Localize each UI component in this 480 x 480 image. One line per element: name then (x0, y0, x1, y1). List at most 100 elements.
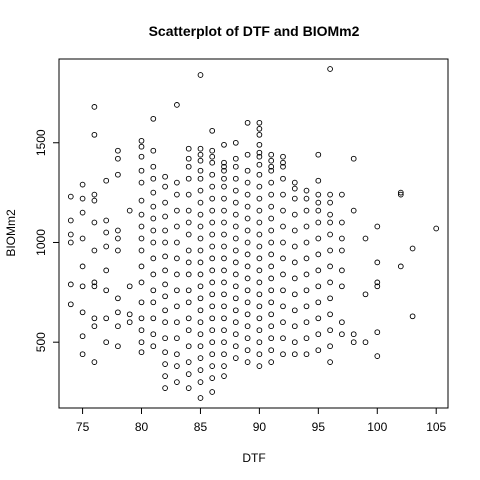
data-point (209, 207, 216, 214)
data-point (303, 255, 310, 262)
data-point (291, 351, 298, 358)
data-point (315, 191, 322, 198)
data-point (138, 153, 145, 160)
data-point (303, 287, 310, 294)
y-axis-label: BIOMm2 (4, 209, 18, 257)
data-point (350, 339, 357, 346)
data-point (268, 239, 275, 246)
data-point (115, 343, 121, 350)
data-point (244, 299, 251, 306)
data-point (374, 353, 381, 359)
data-point (174, 191, 180, 198)
data-point (91, 279, 98, 286)
data-point (232, 175, 239, 182)
data-point (150, 315, 157, 322)
data-point (221, 279, 227, 286)
data-point (315, 235, 322, 242)
data-point (232, 343, 239, 350)
data-point (244, 359, 251, 365)
data-point (91, 191, 98, 198)
data-point (244, 287, 251, 294)
data-point (268, 227, 275, 234)
data-point (409, 245, 416, 252)
data-point (150, 215, 157, 222)
data-point (232, 247, 239, 254)
data-point (174, 271, 180, 278)
data-point (232, 223, 239, 230)
data-point (268, 311, 275, 318)
data-point (221, 339, 227, 346)
data-point (232, 187, 239, 194)
data-point (339, 247, 345, 254)
data-point (256, 183, 263, 190)
data-point (197, 379, 204, 385)
data-point (256, 125, 263, 132)
data-point (185, 327, 192, 334)
data-point (350, 331, 357, 338)
data-point (303, 319, 310, 326)
data-point (197, 319, 204, 326)
data-point (256, 339, 263, 346)
data-point (115, 171, 121, 178)
data-point (185, 271, 192, 278)
data-point (291, 275, 298, 282)
data-point (244, 203, 251, 210)
data-point (221, 315, 227, 322)
data-point (221, 163, 227, 170)
data-point (209, 255, 216, 262)
data-point (268, 335, 275, 342)
data-point (256, 363, 263, 369)
data-point (244, 215, 251, 222)
data-point (185, 145, 192, 152)
data-point (221, 207, 227, 214)
data-point (150, 299, 157, 306)
data-point (221, 291, 227, 298)
x-axis-label: DTF (242, 451, 265, 465)
data-point (280, 223, 286, 230)
data-point (374, 329, 381, 336)
data-point (291, 211, 298, 218)
data-point (221, 267, 227, 274)
data-point (115, 247, 121, 254)
data-point (126, 207, 133, 214)
data-point (327, 247, 333, 254)
data-point (162, 173, 168, 180)
data-point (197, 295, 204, 302)
data-point (268, 251, 275, 258)
data-point (103, 177, 110, 184)
data-point (244, 275, 251, 282)
data-point (79, 235, 86, 242)
data-point (221, 243, 227, 250)
data-point (268, 275, 275, 282)
data-point (138, 299, 145, 306)
data-point (150, 343, 157, 350)
data-point (291, 307, 298, 314)
data-point (315, 347, 322, 354)
data-point (162, 239, 168, 246)
data-point (221, 303, 227, 310)
data-point (221, 159, 227, 166)
data-point (103, 229, 110, 236)
data-point (209, 159, 216, 166)
data-point (315, 199, 322, 206)
data-point (209, 147, 216, 154)
data-point (174, 223, 180, 230)
data-point (91, 359, 98, 365)
data-point (174, 287, 180, 294)
data-point (409, 313, 416, 320)
data-point (244, 227, 251, 234)
data-point (268, 151, 275, 158)
data-point (291, 179, 298, 186)
data-point (280, 239, 286, 246)
data-point (162, 349, 168, 356)
data-point (150, 239, 157, 246)
data-point (362, 291, 369, 298)
data-point (397, 191, 404, 198)
data-point (232, 283, 239, 290)
data-point (174, 255, 180, 262)
x-tick-label: 95 (312, 420, 326, 434)
data-point (185, 359, 192, 365)
data-point (185, 299, 192, 306)
data-point (315, 283, 322, 290)
data-point (268, 347, 275, 354)
